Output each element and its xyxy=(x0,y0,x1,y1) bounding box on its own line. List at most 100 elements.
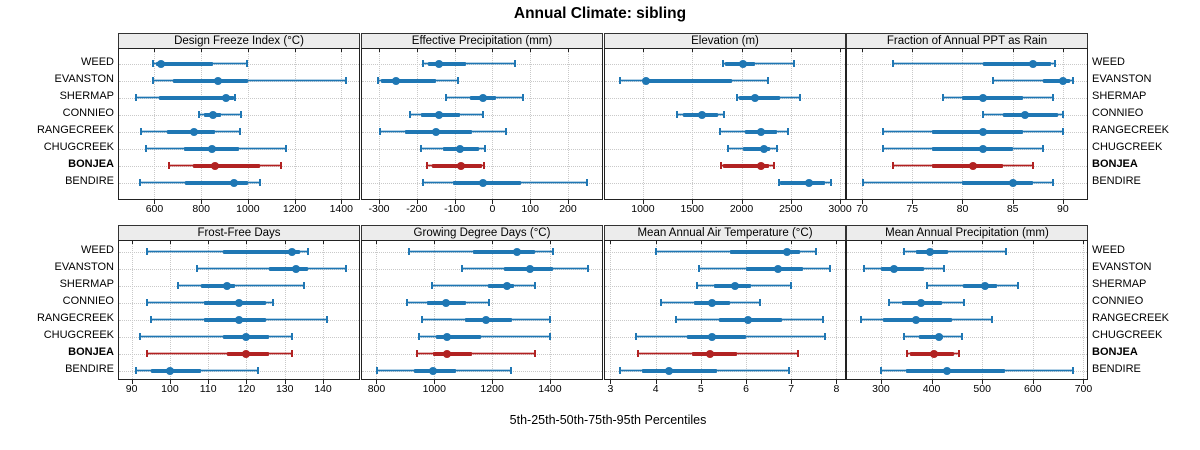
site-label-right-bendire: BENDIRE xyxy=(1092,363,1141,375)
axis-tick-top xyxy=(284,241,286,244)
site-label-left-weed: WEED xyxy=(81,56,114,68)
percentile-bar-25-75 xyxy=(223,249,301,254)
whisker-line xyxy=(992,80,1073,81)
whisker-cap-right xyxy=(776,145,779,152)
axis-tick xyxy=(642,200,644,204)
axis-tick xyxy=(836,380,838,384)
site-label-right-rangecreek: RANGECREEK xyxy=(1092,124,1170,136)
axis-tick xyxy=(862,200,864,204)
axis-tick-top xyxy=(962,49,964,52)
median-dot xyxy=(213,76,222,85)
axis-tick-top xyxy=(840,49,842,52)
whisker-cap-right xyxy=(792,60,795,67)
whisker-cap-right xyxy=(285,145,288,152)
site-label-left-bonjea: BONJEA xyxy=(68,158,114,170)
percentile-bar-25-75 xyxy=(428,61,466,66)
median-dot xyxy=(223,281,232,290)
median-dot xyxy=(917,298,926,307)
median-dot xyxy=(708,332,717,341)
h-gridline xyxy=(362,302,602,304)
whisker-cap-left xyxy=(416,350,419,357)
whisker-cap-left xyxy=(903,333,906,340)
axis-tick xyxy=(492,380,494,384)
percentile-bar-25-75 xyxy=(932,146,1013,151)
whisker-cap-left xyxy=(655,248,658,255)
whisker-cap-right xyxy=(766,77,769,84)
whisker-cap-left xyxy=(891,60,894,67)
axis-tick-top xyxy=(610,241,612,244)
percentile-bar-25-75 xyxy=(932,163,1003,168)
axis-tick xyxy=(567,200,569,204)
whisker-cap-right xyxy=(958,350,961,357)
axis-tick xyxy=(379,200,380,204)
h-gridline xyxy=(119,268,359,270)
axis-tick-label: 4 xyxy=(652,383,659,395)
median-dot xyxy=(1058,76,1067,85)
whisker-cap-left xyxy=(421,179,424,186)
axis-tick-top xyxy=(416,49,418,52)
median-dot xyxy=(234,298,243,307)
whisker-cap-right xyxy=(585,179,588,186)
median-dot xyxy=(804,178,813,187)
v-gridline xyxy=(434,241,436,379)
h-gridline xyxy=(119,148,359,150)
axis-tick xyxy=(131,380,133,384)
axis-tick-label: 0 xyxy=(489,203,496,215)
whisker-cap-left xyxy=(861,179,864,186)
axis-tick-top xyxy=(246,241,248,244)
whisker-line xyxy=(177,285,304,286)
axis-tick-top xyxy=(169,241,171,244)
whisker-cap-left xyxy=(138,333,141,340)
h-gridline xyxy=(605,370,845,372)
site-label-left-evanston: EVANSTON xyxy=(54,261,115,273)
whisker-cap-left xyxy=(992,77,995,84)
v-gridline xyxy=(454,49,456,199)
whisker-cap-left xyxy=(982,111,985,118)
whisker-cap-left xyxy=(727,145,730,152)
whisker-cap-right xyxy=(488,299,491,306)
percentile-bar-25-75 xyxy=(1042,78,1070,83)
whisker-cap-left xyxy=(135,94,138,101)
whisker-cap-left xyxy=(860,316,863,323)
axis-tick-top xyxy=(208,241,210,244)
whisker-cap-right xyxy=(514,60,517,67)
site-label-left-evanston: EVANSTON xyxy=(54,73,115,85)
whisker-cap-right xyxy=(796,350,799,357)
axis-tick-label: 130 xyxy=(275,383,294,395)
whisker-cap-left xyxy=(881,128,884,135)
strip-title: Fraction of Annual PPT as Rain xyxy=(846,33,1088,49)
whisker-cap-left xyxy=(461,265,464,272)
whisker-cap-left xyxy=(881,145,884,152)
h-gridline xyxy=(119,285,359,287)
site-label-right-evanston: EVANSTON xyxy=(1092,261,1152,273)
whisker-cap-right xyxy=(790,282,793,289)
whisker-cap-right xyxy=(1031,162,1034,169)
whisker-line xyxy=(722,63,794,64)
v-gridline xyxy=(416,49,418,199)
h-gridline xyxy=(847,336,1087,338)
axis-tick-label: 3 xyxy=(607,383,614,395)
median-dot xyxy=(1008,178,1017,187)
axis-tick-label: 120 xyxy=(237,383,256,395)
whisker-cap-right xyxy=(504,128,507,135)
median-dot xyxy=(978,127,987,136)
v-gridline xyxy=(1012,49,1014,199)
axis-tick-label: 80 xyxy=(956,203,969,215)
whisker-cap-right xyxy=(758,299,761,306)
v-gridline xyxy=(642,49,644,199)
whisker-cap-left xyxy=(675,316,678,323)
axis-tick-top xyxy=(131,241,133,244)
percentile-band-5-95 xyxy=(422,62,516,65)
axis-tick xyxy=(492,200,494,204)
median-dot xyxy=(234,315,243,324)
percentile-band-5-95 xyxy=(418,335,550,338)
percentile-bar-25-75 xyxy=(200,283,235,288)
percentile-bar-25-75 xyxy=(184,180,248,185)
strip-title: Frost-Free Days xyxy=(118,225,360,241)
h-gridline xyxy=(362,148,602,150)
h-gridline xyxy=(847,353,1087,355)
median-dot xyxy=(435,59,444,68)
axis-tick-label: 800 xyxy=(367,383,386,395)
whisker-cap-left xyxy=(905,350,908,357)
percentile-bar-25-75 xyxy=(155,61,213,66)
